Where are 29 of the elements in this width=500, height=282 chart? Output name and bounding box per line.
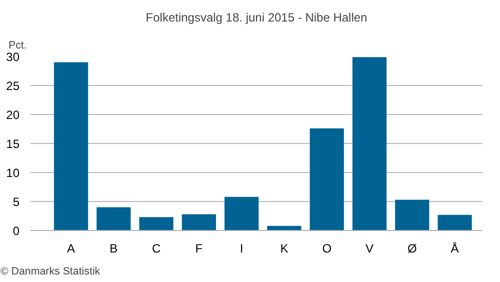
x-tick-label: I: [240, 242, 244, 256]
y-axis-title: Pct.: [8, 40, 27, 52]
y-tick-label: 0: [12, 224, 20, 238]
x-tick-label: Å: [450, 242, 459, 256]
x-tick-label: Ø: [407, 242, 417, 256]
x-tick-label: C: [152, 242, 161, 256]
y-tick-label: 30: [6, 50, 20, 64]
y-tick-label: 25: [6, 79, 20, 93]
x-tick-label: K: [280, 242, 288, 256]
text: © Danmarks Statistik: [0, 266, 101, 278]
x-tick-label: F: [195, 242, 203, 256]
bar: [395, 200, 430, 230]
x-tick-label: O: [322, 242, 332, 256]
x-tick-label: V: [366, 242, 374, 256]
bar: [224, 196, 259, 230]
bar: [96, 207, 131, 230]
bar: [182, 214, 216, 230]
y-tick-label: 10: [6, 166, 20, 180]
bar: [139, 217, 174, 230]
bar: [54, 62, 88, 230]
y-tick-label: 20: [6, 108, 20, 122]
bar: [310, 128, 344, 230]
y-tick-label: 15: [6, 137, 20, 151]
y-tick-label: 5: [12, 195, 20, 209]
chart-title: Folketingsvalg 18. juni 2015 - Nibe Hallen: [146, 10, 368, 24]
bar: [352, 57, 387, 230]
x-tick-label: A: [67, 242, 76, 256]
x-tick-label: B: [110, 242, 118, 256]
bar: [438, 214, 472, 230]
